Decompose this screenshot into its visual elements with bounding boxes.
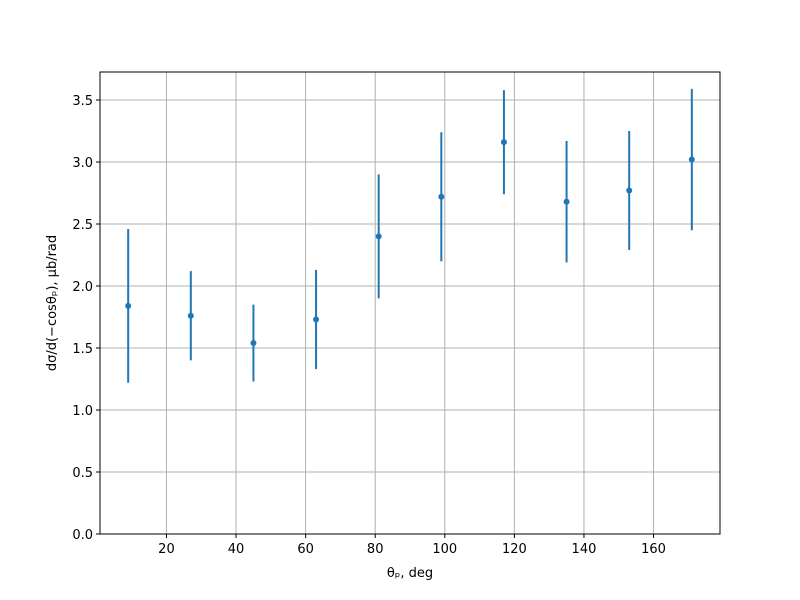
y-tick-label: 1.5 xyxy=(72,342,93,357)
data-point xyxy=(688,156,695,163)
y-tick-label: 2.5 xyxy=(72,218,93,233)
data-point xyxy=(125,302,132,309)
data-point xyxy=(187,312,194,319)
y-axis-label: dσ/d(−cosθₚ), μb/rad xyxy=(45,235,60,371)
x-tick-label: 160 xyxy=(641,542,666,557)
data-point xyxy=(563,198,570,205)
x-tick-label: 40 xyxy=(228,542,245,557)
x-tick-label: 100 xyxy=(432,542,457,557)
data-point xyxy=(313,316,320,323)
x-axis-label: θₚ, deg xyxy=(387,566,433,581)
y-tick-label: 3.0 xyxy=(72,156,93,171)
data-point xyxy=(250,340,257,347)
y-tick-label: 2.0 xyxy=(72,280,93,295)
x-tick-label: 80 xyxy=(367,542,384,557)
axes-frame xyxy=(99,71,721,535)
data-point xyxy=(375,233,382,240)
x-tick-label: 140 xyxy=(572,542,597,557)
data-point xyxy=(438,193,445,200)
data-point xyxy=(500,139,507,146)
y-tick-label: 3.5 xyxy=(72,94,93,109)
data-point xyxy=(626,187,633,194)
x-tick-label: 120 xyxy=(502,542,527,557)
x-tick-label: 20 xyxy=(158,542,175,557)
y-tick-label: 0.5 xyxy=(72,466,93,481)
y-tick-label: 1.0 xyxy=(72,404,93,419)
x-tick-label: 60 xyxy=(297,542,314,557)
y-tick-label: 0.0 xyxy=(72,528,93,543)
